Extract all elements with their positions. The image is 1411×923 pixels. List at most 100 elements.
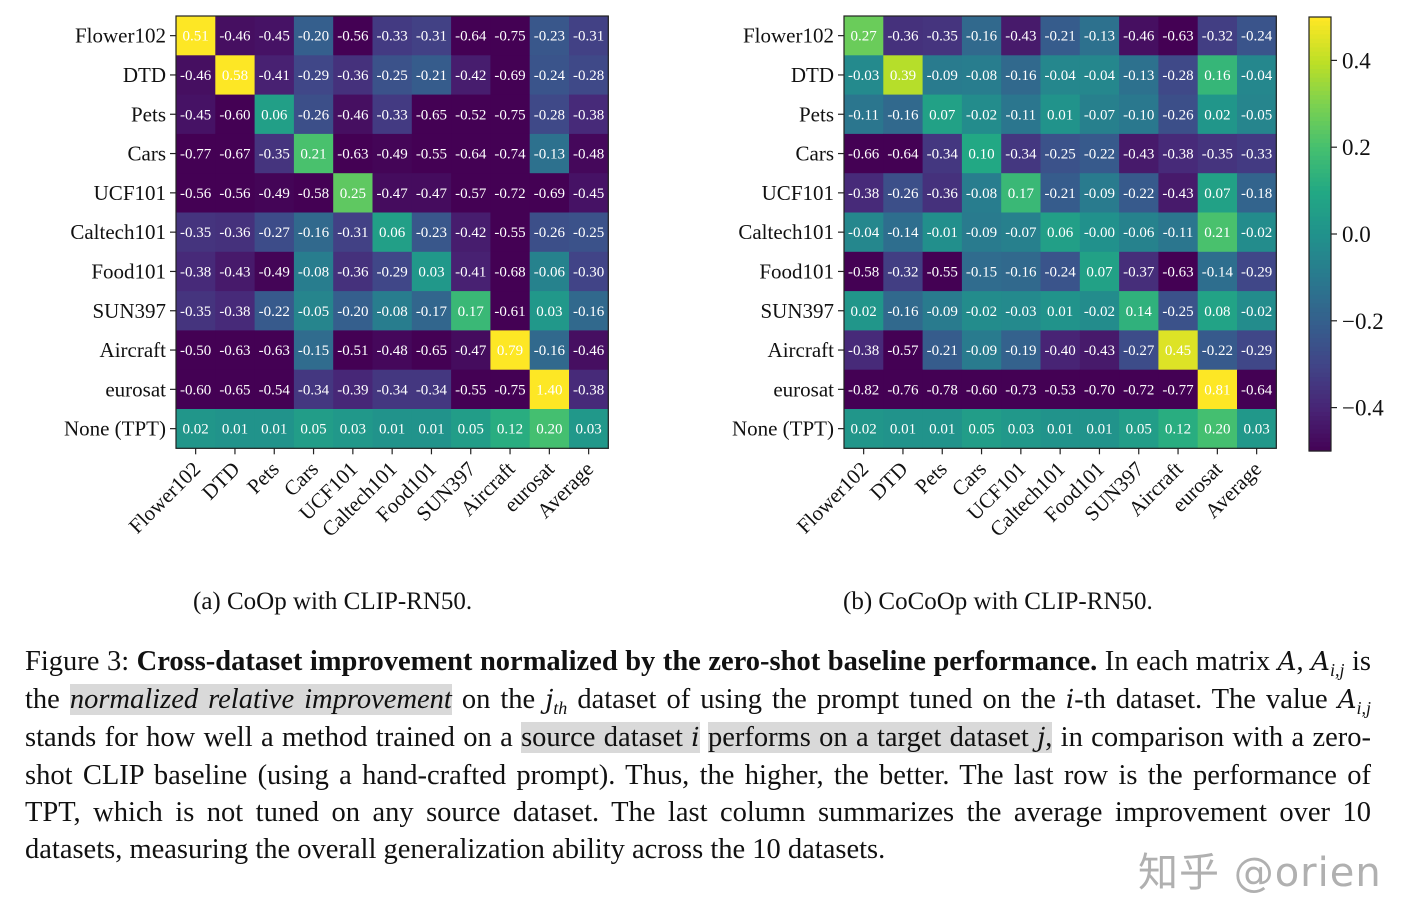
cell-value-label: -0.05 <box>1241 107 1272 123</box>
cell-value-label: -0.45 <box>180 107 211 123</box>
heatmap-cell <box>1197 55 1238 96</box>
heatmap-cell <box>1237 330 1277 371</box>
cell-value-label: 0.01 <box>929 422 955 438</box>
heatmap-cell <box>333 94 373 135</box>
heatmap-cell <box>176 409 216 449</box>
cell-value-label: -0.08 <box>298 264 329 280</box>
cell-value-label: -0.43 <box>1084 343 1115 359</box>
heatmap-cell <box>1119 133 1159 174</box>
heatmap-cell <box>883 251 924 292</box>
heatmap-cell <box>883 133 924 174</box>
cell-value-label: -0.16 <box>1005 264 1037 280</box>
colorbar-segment <box>1309 407 1331 413</box>
colorbar-segment <box>1309 38 1331 44</box>
cell-value-label: -0.60 <box>219 107 250 123</box>
cell-value-label: -0.47 <box>455 343 487 359</box>
cell-value-label: -0.38 <box>1162 147 1193 163</box>
colorbar-segment <box>1309 307 1331 313</box>
math-subscript: i,j <box>1356 698 1371 718</box>
cell-value-label: -0.57 <box>455 186 487 202</box>
colorbar-segment <box>1309 147 1331 153</box>
heatmap-cell <box>333 55 373 96</box>
heatmap-cell <box>1040 409 1081 449</box>
heatmap-cell <box>293 291 334 331</box>
y-tick-label: Food101 <box>91 259 166 283</box>
cell-value-label: -0.26 <box>298 107 330 123</box>
colorbar-segment <box>1309 199 1331 205</box>
cell-value-label: 0.03 <box>576 422 602 438</box>
cell-value-label: -0.53 <box>1045 382 1076 398</box>
cell-value-label: 0.07 <box>929 107 956 123</box>
heatmap-cell <box>529 16 570 56</box>
cell-value-label: -0.35 <box>180 225 211 241</box>
cell-value-label: -0.09 <box>966 225 997 241</box>
heatmap-cell <box>293 55 334 96</box>
y-tick-label: Aircraft <box>768 338 835 362</box>
cell-value-label: 0.03 <box>1244 422 1270 438</box>
colorbar-segment <box>1309 303 1331 309</box>
heatmap-cell <box>411 409 452 449</box>
colorbar-segment <box>1309 416 1331 422</box>
colorbar-tick-label: −0.4 <box>1342 396 1384 421</box>
colorbar-tick-label: 0.0 <box>1342 222 1371 247</box>
cell-value-label: -0.48 <box>573 147 604 163</box>
colorbar-segment <box>1309 90 1331 96</box>
cell-value-label: -0.60 <box>966 382 997 398</box>
heatmap-cell <box>1079 133 1120 174</box>
heatmap-cell <box>254 212 295 253</box>
cell-value-label: -0.13 <box>1084 29 1115 45</box>
y-tick-label: Pets <box>799 102 834 126</box>
cell-value-label: -0.09 <box>966 343 997 359</box>
cell-value-label: -0.46 <box>180 68 212 84</box>
y-tick-label: SUN397 <box>760 299 834 323</box>
cell-value-label: 0.20 <box>1204 422 1230 438</box>
cell-value-label: 0.08 <box>1204 304 1230 320</box>
cell-value-label: -0.02 <box>1241 304 1272 320</box>
colorbar-tick-label: 0.4 <box>1342 48 1371 73</box>
cell-value-label: -0.32 <box>1202 29 1233 45</box>
colorbar-segment <box>1309 82 1331 88</box>
colorbar-segment <box>1309 129 1331 135</box>
heatmap-cell <box>1197 251 1238 292</box>
cell-value-label: -0.31 <box>337 225 368 241</box>
heatmap-cell <box>922 291 963 331</box>
heatmap-cell <box>844 173 884 213</box>
colorbar-segment <box>1309 95 1331 101</box>
cell-value-label: -0.42 <box>455 68 486 84</box>
cell-value-label: -0.40 <box>1045 343 1076 359</box>
colorbar-segment <box>1309 203 1331 209</box>
cell-value-label: 0.01 <box>1086 422 1112 438</box>
y-tick-label: Food101 <box>759 259 834 283</box>
heatmap-cell <box>1040 251 1081 292</box>
heatmap-cell <box>451 212 491 253</box>
colorbar-segment <box>1309 299 1331 305</box>
cell-value-label: 0.05 <box>968 422 994 438</box>
colorbar-segment <box>1309 238 1331 244</box>
x-tick-label: Pets <box>910 457 952 499</box>
heatmap-cell <box>1119 369 1159 410</box>
heatmap-cell <box>1001 212 1041 253</box>
cell-value-label: -0.14 <box>1202 264 1234 280</box>
cell-value-label: -0.75 <box>494 29 525 45</box>
caption-label: Figure 3: <box>25 646 137 677</box>
cell-value-label: -0.65 <box>416 343 447 359</box>
colorbar-segment <box>1309 177 1331 183</box>
colorbar-segment <box>1309 151 1331 157</box>
colorbar-segment <box>1309 446 1331 452</box>
heatmap-cell <box>1197 409 1238 449</box>
cell-value-label: -0.04 <box>1241 68 1273 84</box>
heatmap-cell <box>1119 94 1159 135</box>
cell-value-label: 0.01 <box>222 422 248 438</box>
heatmap-cell <box>293 133 334 174</box>
heatmap-cell <box>333 251 373 292</box>
heatmap-cell <box>922 409 963 449</box>
highlighted-text: performs on a target dataset j, <box>707 722 1053 753</box>
math-symbol: i <box>1065 685 1075 715</box>
heatmap-cell <box>1001 369 1041 410</box>
cell-value-label: -0.16 <box>534 343 566 359</box>
colorbar-segment <box>1309 220 1331 226</box>
caption-text: stands for how well a method trained on … <box>25 722 522 753</box>
cell-value-label: -0.33 <box>377 29 408 45</box>
heatmap-cell <box>215 330 256 371</box>
cell-value-label: -0.15 <box>298 343 329 359</box>
